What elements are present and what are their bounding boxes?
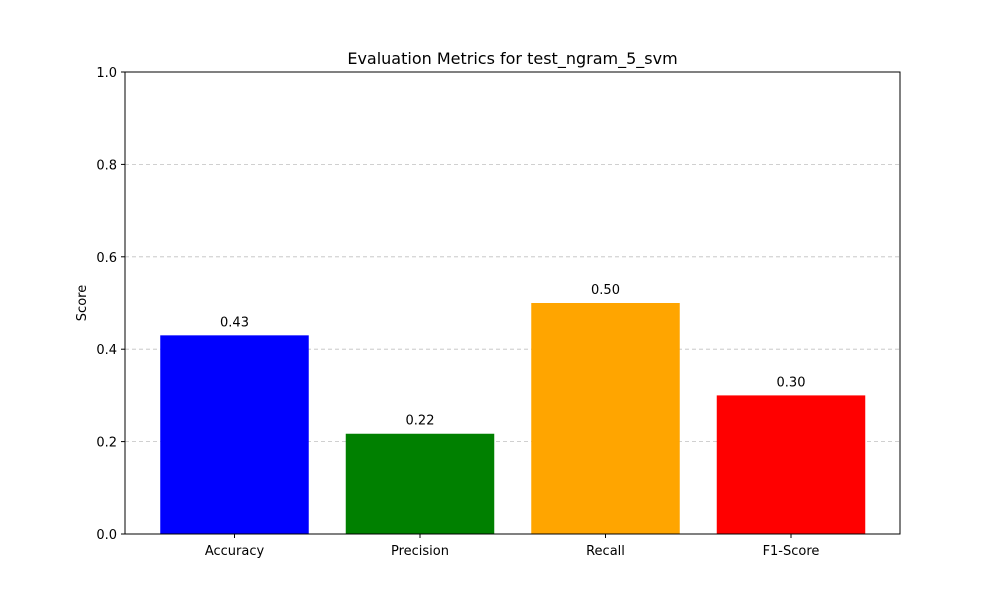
plot-frame bbox=[124, 71, 901, 535]
y-axis-label: Score bbox=[75, 285, 90, 321]
y-tick-label: 0.6 bbox=[96, 251, 117, 266]
x-tick-label: Precision bbox=[391, 544, 449, 559]
bars bbox=[160, 303, 866, 534]
data-label: 0.30 bbox=[777, 375, 806, 390]
y-axis-ticks: 0.0 0.2 0.4 0.6 0.8 1.0 bbox=[96, 66, 125, 543]
x-axis-ticks: Accuracy Precision Recall F1-Score bbox=[205, 534, 820, 559]
bar-recall bbox=[531, 303, 680, 534]
chart-title: Evaluation Metrics for test_ngram_5_svm bbox=[347, 49, 677, 69]
data-labels: 0.43 0.22 0.50 0.30 bbox=[220, 283, 805, 429]
y-tick-label: 0.8 bbox=[96, 158, 117, 173]
bar-f1-score bbox=[716, 395, 866, 534]
bar-accuracy bbox=[160, 335, 309, 534]
x-tick-label: F1-Score bbox=[763, 544, 820, 559]
bar-precision bbox=[345, 433, 495, 534]
x-tick-label: Accuracy bbox=[205, 544, 265, 559]
x-tick-label: Recall bbox=[586, 544, 625, 559]
data-label: 0.43 bbox=[220, 315, 249, 330]
y-tick-label: 0.0 bbox=[96, 528, 117, 543]
data-label: 0.50 bbox=[591, 283, 620, 298]
y-tick-label: 0.4 bbox=[96, 343, 117, 358]
y-tick-label: 1.0 bbox=[96, 66, 117, 81]
y-tick-label: 0.2 bbox=[96, 436, 117, 451]
data-label: 0.22 bbox=[406, 414, 435, 429]
